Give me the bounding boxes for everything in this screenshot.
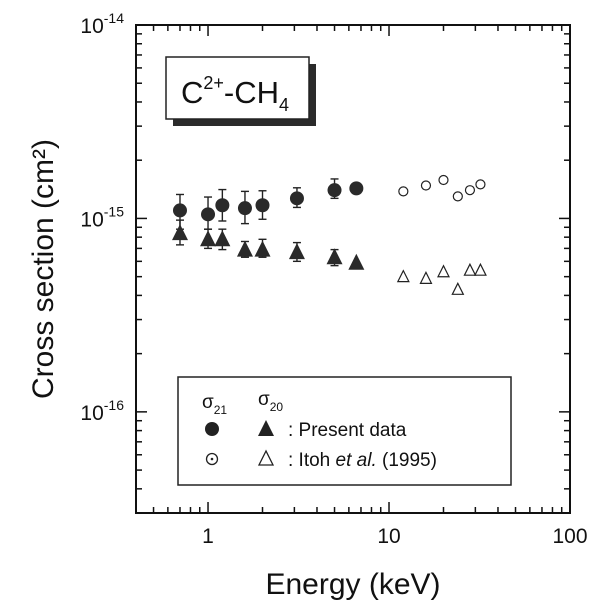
point-open-triangle bbox=[451, 281, 465, 295]
point-filled-triangle bbox=[288, 243, 305, 260]
point-filled-circle bbox=[215, 198, 230, 213]
compound-label: C2+-CH4 bbox=[181, 73, 289, 115]
compound-box bbox=[165, 56, 310, 120]
point-filled-circle bbox=[255, 198, 270, 213]
point-open-circle bbox=[464, 185, 476, 196]
point-open-triangle bbox=[419, 271, 433, 284]
point-open-circle bbox=[452, 191, 463, 202]
point-filled-triangle bbox=[254, 240, 271, 257]
point-filled-circle bbox=[172, 203, 187, 218]
legend-marker-filled-triangle bbox=[258, 420, 274, 436]
y-tick-label: 10-15 bbox=[80, 203, 124, 231]
point-filled-triangle bbox=[171, 224, 188, 241]
y-axis-title: Cross section (cm²) bbox=[27, 139, 60, 399]
legend-label-itoh: : Itoh et al. (1995) bbox=[288, 450, 437, 471]
legend-header-sigma21: σ21 bbox=[202, 392, 227, 417]
legend-marker-open-triangle bbox=[257, 449, 275, 466]
x-axis-title: Energy (keV) bbox=[265, 568, 440, 601]
point-open-triangle bbox=[437, 264, 450, 278]
point-filled-triangle bbox=[200, 230, 217, 247]
y-tick-label: 10-16 bbox=[80, 397, 124, 425]
point-open-circle bbox=[475, 179, 486, 190]
y-tick-label: 10-14 bbox=[80, 10, 124, 38]
point-filled-triangle bbox=[326, 248, 343, 265]
legend-header-sigma20: σ20 bbox=[258, 389, 283, 414]
legend-box bbox=[177, 376, 512, 486]
x-tick-label: 100 bbox=[552, 525, 587, 548]
point-open-circle bbox=[438, 174, 449, 186]
point-filled-triangle bbox=[214, 230, 231, 247]
plot-frame bbox=[135, 24, 571, 514]
point-filled-circle bbox=[237, 201, 252, 216]
point-filled-circle bbox=[349, 181, 364, 196]
legend-marker-open-circle-dot bbox=[210, 457, 214, 461]
legend-marker-filled-circle bbox=[205, 422, 219, 436]
point-filled-circle bbox=[289, 191, 304, 206]
point-filled-triangle bbox=[236, 240, 253, 257]
x-tick-label: 1 bbox=[202, 525, 214, 548]
point-filled-triangle bbox=[348, 253, 365, 270]
x-tick-label: 10 bbox=[377, 525, 400, 548]
point-filled-circle bbox=[201, 207, 216, 222]
point-open-triangle bbox=[463, 262, 477, 276]
point-open-circle bbox=[398, 186, 409, 197]
point-open-triangle bbox=[396, 269, 410, 283]
legend-label-present: : Present data bbox=[288, 420, 407, 441]
point-open-circle bbox=[420, 180, 432, 191]
point-open-triangle bbox=[473, 262, 487, 276]
point-filled-circle bbox=[327, 183, 342, 198]
